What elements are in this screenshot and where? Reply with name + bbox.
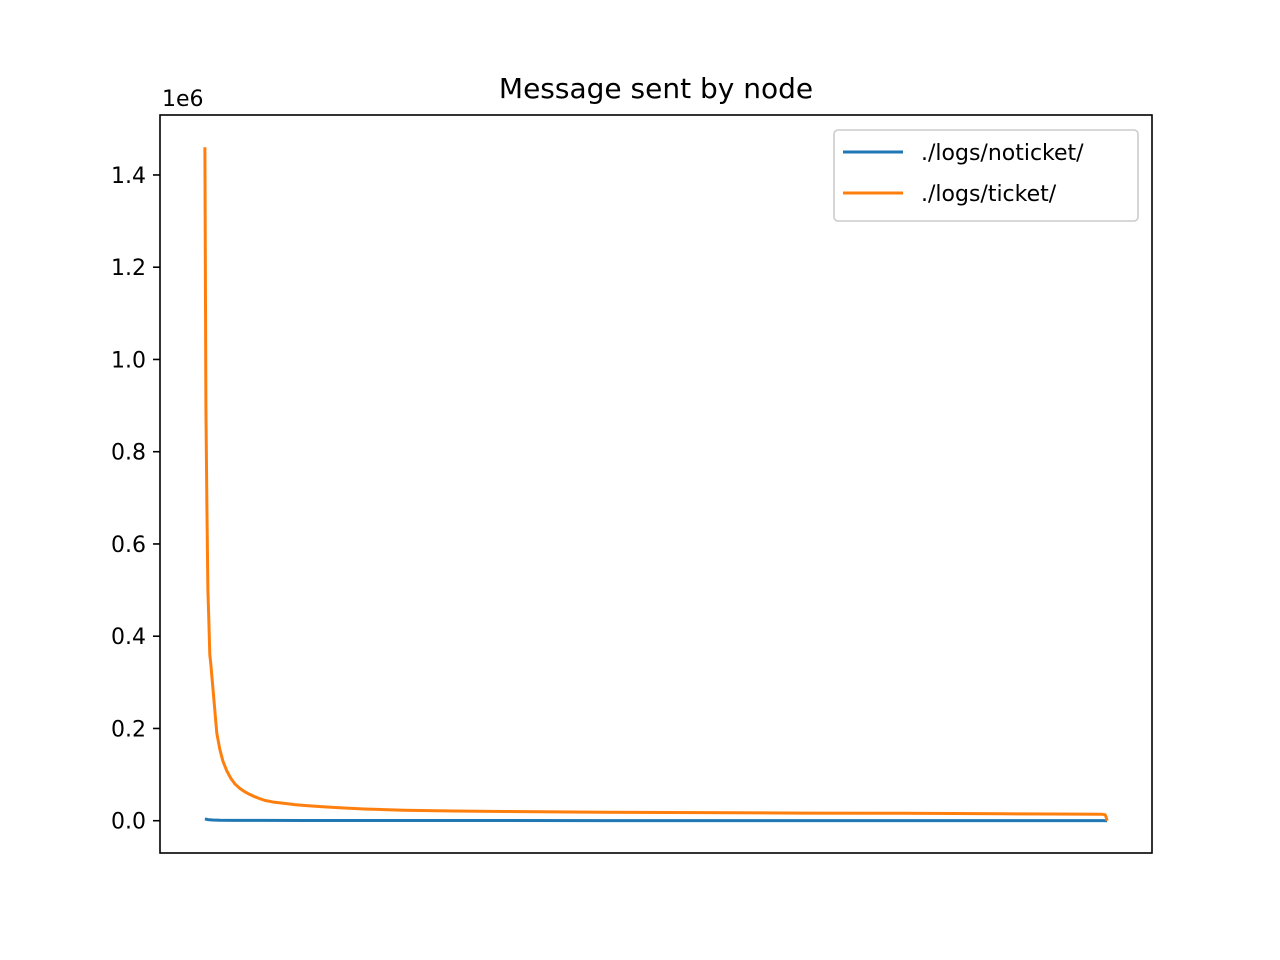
y-offset-label: 1e6: [162, 87, 204, 112]
y-tick-label: 0.2: [111, 717, 146, 742]
y-tick-label: 0.6: [111, 533, 146, 558]
legend: ./logs/noticket/ ./logs/ticket/: [833, 129, 1139, 222]
y-tick-label: 0.0: [111, 810, 146, 835]
plot-frame: [159, 114, 1153, 854]
legend-box: [833, 129, 1139, 222]
y-tick-label: 1.2: [111, 256, 146, 281]
y-tick-label: 0.8: [111, 441, 146, 466]
y-tick-label: 1.4: [111, 164, 146, 189]
series-line-ticket: [203, 147, 1109, 822]
y-axis-ticks: 0.0 0.2 0.4 0.6 0.8 1.0 1.2 1.4: [111, 164, 160, 835]
legend-label-noticket: ./logs/noticket/: [921, 141, 1084, 166]
legend-label-ticket: ./logs/ticket/: [921, 182, 1057, 207]
y-tick-label: 1.0: [111, 348, 146, 373]
chart-title: Message sent by node: [499, 72, 813, 105]
series-line-noticket: [204, 817, 1108, 823]
y-tick-label: 0.4: [111, 625, 146, 650]
series-layer: [203, 147, 1109, 823]
